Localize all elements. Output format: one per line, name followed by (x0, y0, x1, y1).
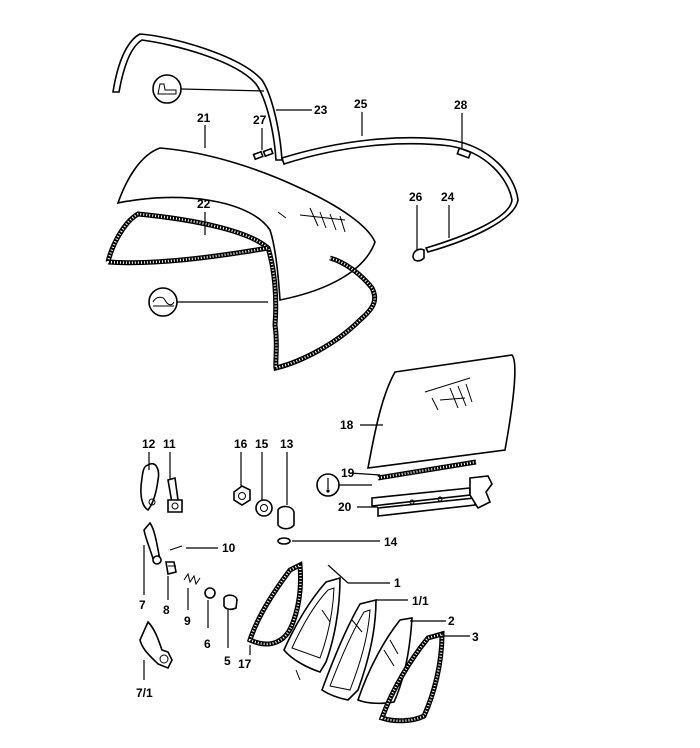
callout-28: 28 (454, 98, 468, 112)
pin-10 (169, 545, 183, 551)
latch-12 (140, 462, 160, 512)
callout-14: 14 (384, 535, 398, 549)
pin-detail-icon (316, 473, 340, 497)
callout-7-1: 7/1 (136, 686, 153, 700)
callout-12: 12 (142, 437, 156, 451)
callout-17: 17 (238, 657, 252, 671)
callout-1: 1 (394, 576, 401, 590)
callout-6: 6 (204, 637, 211, 651)
callout-1-1: 1/1 (412, 594, 429, 608)
nut-16 (233, 485, 251, 506)
vent-frame-1 (283, 576, 341, 681)
rail-20 (371, 475, 493, 517)
callout-19: 19 (341, 466, 355, 480)
callout-27: 27 (253, 113, 267, 127)
rear-window-21 (116, 147, 376, 301)
clips-27 (252, 147, 274, 161)
callout-16: 16 (234, 437, 248, 451)
roll-bar-seal-23 (112, 33, 283, 161)
seal-strip-25-24 (280, 136, 519, 253)
callout-7: 7 (139, 598, 146, 612)
cap-13 (277, 505, 295, 530)
callout-5: 5 (224, 654, 231, 668)
callout-3: 3 (472, 630, 479, 644)
washer-14 (277, 537, 291, 545)
callout-15: 15 (255, 437, 269, 451)
seal-profile-icon (148, 287, 178, 317)
callout-11: 11 (163, 437, 176, 451)
vent-seal-3 (378, 630, 445, 724)
callout-21: 21 (197, 111, 211, 125)
washer-15 (255, 499, 273, 517)
callout-23: 23 (314, 103, 328, 117)
bushing-5 (223, 594, 238, 611)
callout-9: 9 (184, 614, 191, 628)
callout-13: 13 (280, 437, 294, 451)
callout-25: 25 (354, 97, 368, 111)
handle-7 (143, 521, 162, 565)
callout-22: 22 (197, 197, 211, 211)
callout-18: 18 (340, 418, 354, 432)
rear-window-seal-22 (105, 211, 378, 372)
callout-10: 10 (222, 541, 236, 555)
handle-assembly-7-1 (139, 620, 173, 670)
latch-11 (167, 476, 183, 513)
callout-8: 8 (163, 603, 170, 617)
callout-20: 20 (338, 500, 352, 514)
ring-6 (204, 587, 216, 599)
callout-26: 26 (409, 190, 423, 204)
screw-8 (165, 561, 177, 575)
vent-seal-17 (246, 561, 303, 647)
side-window-18 (367, 354, 516, 469)
strip-19 (377, 459, 477, 481)
profile-detail-icon (152, 74, 182, 104)
end-cap-26 (412, 248, 425, 262)
vent-frame-1-1 (321, 598, 377, 701)
callout-24: 24 (441, 190, 455, 204)
clip-28 (456, 147, 472, 159)
callout-2: 2 (448, 614, 455, 628)
spring-9 (183, 572, 201, 586)
